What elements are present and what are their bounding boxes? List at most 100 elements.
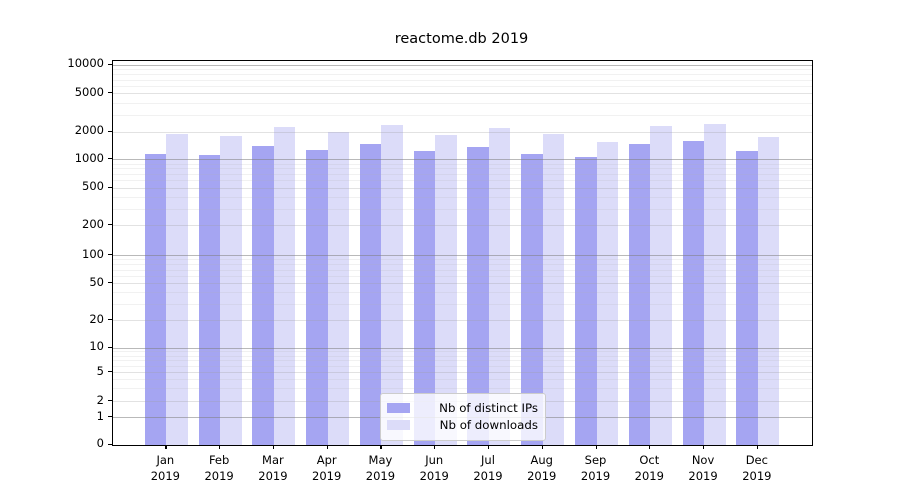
legend-label-distinct-ips: Nb of distinct IPs	[439, 401, 538, 415]
bar-downloads-3	[327, 131, 350, 445]
gridline-minor-7	[113, 360, 812, 362]
bar-distinct-ips-11	[736, 150, 758, 445]
legend-swatch-distinct-ips	[387, 402, 410, 414]
x-tick-0	[165, 445, 167, 449]
gridline-minor-800	[113, 168, 812, 170]
bar-distinct-ips-1	[198, 154, 221, 445]
y-tick-10	[107, 346, 112, 348]
x-tick-7	[541, 445, 543, 449]
bar-distinct-ips-5	[413, 151, 436, 445]
gridline-minor-60	[113, 275, 812, 277]
x-tick-label-line: Jun	[425, 453, 444, 467]
x-tick-label-7: Aug 2019	[515, 453, 569, 484]
gridline-1000	[113, 159, 812, 161]
x-tick-label-line: 2019	[688, 468, 718, 483]
y-tick-label-0: 0	[96, 436, 104, 450]
legend-label-downloads: Nb of downloads	[439, 418, 538, 432]
y-tick-label-1000: 1000	[74, 150, 104, 165]
gridline-50	[113, 283, 812, 285]
x-tick-label-line: 2019	[419, 468, 449, 483]
gridline-minor-9	[113, 351, 812, 353]
y-tick-5000	[107, 92, 112, 94]
y-tick-label-50: 50	[89, 274, 104, 289]
gridline-minor-40	[113, 292, 812, 294]
x-tick-label-8: Sep 2019	[569, 453, 623, 484]
gridline-minor-900	[113, 163, 812, 165]
x-tick-label-2: Mar 2019	[246, 453, 300, 484]
x-tick-label-0: Jan 2019	[138, 453, 192, 484]
x-tick-label-line: Aug	[530, 453, 553, 467]
x-tick-label-4: May 2019	[353, 453, 407, 484]
gridline-minor-400	[113, 196, 812, 198]
x-tick-label-line: Mar	[262, 453, 284, 467]
y-tick-20	[107, 319, 112, 321]
bar-downloads-5	[435, 135, 457, 445]
bar-downloads-7	[542, 133, 565, 445]
bar-downloads-1	[220, 136, 242, 445]
y-tick-200	[107, 224, 112, 226]
y-tick-1	[107, 416, 112, 418]
x-tick-label-10: Nov 2019	[676, 453, 730, 484]
bar-downloads-11	[757, 136, 780, 445]
y-tick-label-200: 200	[82, 216, 104, 231]
x-tick-label-line: 2019	[204, 468, 234, 483]
legend-item-downloads: Nb of downloads	[387, 418, 538, 433]
x-tick-5	[434, 445, 436, 449]
bar-distinct-ips-9	[628, 143, 651, 445]
x-tick-label-line: 2019	[742, 468, 772, 483]
x-tick-8	[595, 445, 597, 449]
x-tick-label-11: Dec 2019	[730, 453, 784, 484]
plot-area	[112, 59, 813, 446]
bar-distinct-ips-0	[144, 154, 167, 445]
x-tick-11	[756, 445, 759, 449]
gridline-minor-4	[113, 379, 812, 381]
bar-downloads-4	[381, 125, 403, 445]
legend-item-distinct-ips: Nb of distinct IPs	[387, 401, 538, 416]
gridline-5000	[113, 93, 812, 95]
x-tick-label-line: Dec	[745, 453, 768, 467]
bar-distinct-ips-4	[359, 143, 382, 445]
bar-distinct-ips-6	[467, 147, 489, 445]
y-tick-label-20: 20	[89, 311, 104, 326]
gridline-minor-30	[113, 303, 812, 305]
x-tick-label-line: 2019	[365, 468, 396, 483]
y-tick-100	[107, 254, 112, 256]
legend: Nb of distinct IPs Nb of downloads	[380, 392, 546, 441]
gridline-minor-700	[113, 173, 812, 175]
y-tick-label-5000: 5000	[74, 84, 104, 99]
x-tick-label-line: Oct	[639, 453, 660, 467]
y-tick-2	[107, 400, 112, 402]
x-tick-label-line: May	[368, 453, 393, 467]
x-tick-label-6: Jul 2019	[461, 453, 515, 484]
bar-distinct-ips-10	[682, 141, 705, 445]
x-tick-label-line: Jul	[481, 453, 495, 467]
y-tick-500	[107, 186, 112, 188]
x-tick-2	[272, 445, 275, 449]
bar-downloads-10	[704, 123, 726, 445]
gridline-500	[113, 187, 812, 189]
x-tick-label-3: Apr 2019	[300, 453, 354, 484]
x-tick-label-line: 2019	[580, 468, 611, 483]
y-tick-10000	[107, 63, 112, 66]
gridline-2000	[113, 131, 812, 133]
bar-distinct-ips-2	[252, 146, 274, 445]
bar-downloads-0	[166, 134, 188, 445]
gridline-20	[113, 320, 812, 322]
y-tick-label-100: 100	[82, 246, 104, 261]
legend-swatch-downloads	[387, 419, 410, 431]
gridline-minor-8000	[113, 74, 812, 76]
x-tick-label-line: Feb	[208, 453, 230, 467]
x-tick-label-5: Jun 2019	[407, 453, 461, 484]
x-tick-label-line: 2019	[150, 468, 180, 483]
x-tick-label-line: 2019	[634, 468, 664, 483]
chart-title: reactome.db 2019	[394, 31, 529, 47]
y-tick-50	[107, 282, 112, 284]
bar-downloads-2	[273, 126, 296, 445]
y-tick-0	[107, 443, 112, 445]
x-tick-label-line: Sep	[584, 453, 607, 467]
y-tick-label-10000: 10000	[67, 56, 104, 71]
bar-downloads-9	[650, 125, 672, 445]
gridline-10	[113, 347, 812, 349]
bar-downloads-6	[488, 127, 511, 445]
